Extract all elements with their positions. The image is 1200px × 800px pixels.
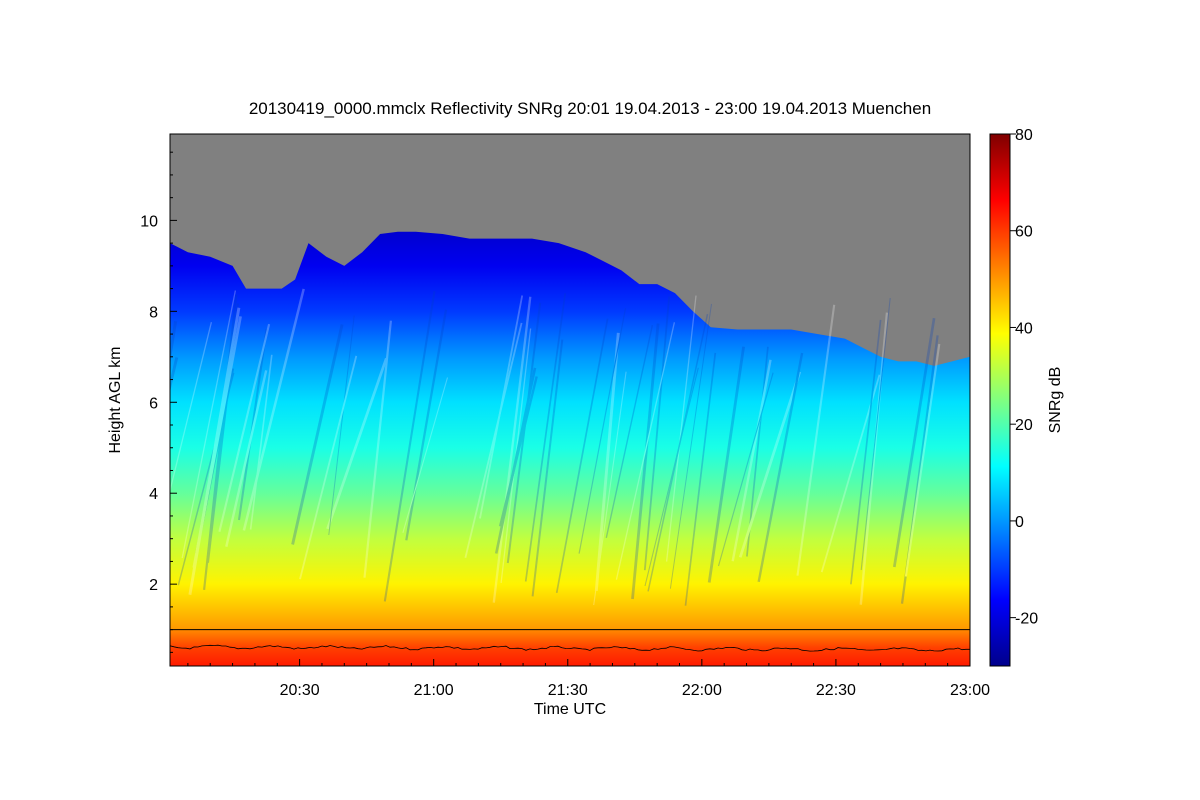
fall-streaks [170,288,941,606]
fall-streak [593,371,627,606]
fall-streak [181,290,237,559]
fall-streak [326,357,388,530]
x-axis-ticks: 20:30 21:00 21:30 22:00 22:30 23:00 [187,659,990,699]
x-tick-label: 22:00 [682,682,722,699]
y-tick-label: 6 [149,395,158,412]
fall-streak [328,315,355,536]
fall-streak [492,296,532,603]
fall-streak [738,371,802,558]
y-tick-label: 2 [149,577,158,594]
fall-streak [859,312,889,605]
fall-streak [796,304,836,576]
fall-streak [757,352,804,583]
fall-streak [299,355,358,580]
fall-streak [717,372,774,567]
fall-streak [631,323,660,600]
fall-streak [405,309,448,541]
fall-streak [170,332,171,341]
colorbar-tick-label: 80 [1015,127,1033,144]
fall-streak [192,316,242,568]
fall-streak [363,320,392,578]
fall-streak [498,376,538,527]
fall-streak [647,313,709,592]
fall-streak [479,295,524,519]
y-tick-label: 4 [149,486,158,503]
fall-streak [669,303,712,589]
plot-frame [169,133,971,667]
fall-streak [500,328,532,583]
x-tick-label: 20:30 [280,682,320,699]
fall-streak [249,354,273,530]
colorbar [989,133,1011,667]
x-axis-label: Time UTC [534,701,606,718]
fall-streak [170,321,178,366]
fall-streak [820,374,881,573]
fall-streak [594,332,620,592]
colorbar-tick-label: 20 [1015,417,1033,434]
fall-streak [892,317,936,568]
fall-streak [707,346,745,583]
colorbar-label: SNRg dB [1047,367,1064,434]
fall-streak [464,322,523,559]
echo-region [170,231,970,666]
fall-streak [402,377,449,533]
fall-streak [218,323,271,533]
fall-streak [383,290,436,602]
fall-streak [242,288,305,531]
fall-streak [203,294,238,591]
fall-streak [615,322,676,580]
colorbar-tick-label: 0 [1015,514,1024,531]
fall-streak [850,319,882,585]
fall-streak [188,307,241,595]
colorbar-ticks: -20 0 20 40 60 80 [1010,127,1038,628]
x-tick-label: 22:30 [816,682,856,699]
y-tick-label: 10 [140,213,158,230]
plot-field [170,134,970,666]
fall-streak [644,367,699,587]
fall-streak [195,368,235,554]
fall-streak [170,322,213,494]
fall-streak [900,335,939,604]
x-tick-label: 21:00 [414,682,454,699]
fall-streak [643,296,671,571]
boundary-layer-line [170,644,970,652]
fall-streak [506,302,542,564]
colorbar-tick-label: 60 [1015,224,1033,241]
near-field-band [170,629,970,666]
y-tick-label: 8 [149,304,158,321]
fall-streak [237,328,268,521]
fall-streak [291,324,344,545]
fall-streak [555,318,609,594]
fall-streak [170,357,179,393]
fall-streak [684,352,717,606]
fall-streak [860,298,891,571]
fall-streak [665,295,697,562]
fall-streak [578,308,627,554]
x-tick-label: 23:00 [950,682,990,699]
colorbar-tick-label: 40 [1015,320,1033,337]
x-tick-label: 21:30 [548,682,588,699]
y-axis-ticks: 2 4 6 8 10 [140,151,177,653]
y-axis-label: Height AGL km [107,346,124,453]
fall-streak [904,343,941,577]
fall-streak [746,346,769,557]
fall-streak [494,367,537,554]
fall-streak [207,303,239,563]
colorbar-tick-label: -20 [1015,611,1038,628]
fall-streak [731,359,772,562]
fall-streak [605,324,654,539]
fall-streak [225,370,268,547]
fall-streak [531,339,564,597]
fall-streak [177,372,235,586]
fall-streak [524,293,567,582]
chart-title: 20130419_0000.mmclx Reflectivity SNRg 20… [249,99,931,118]
